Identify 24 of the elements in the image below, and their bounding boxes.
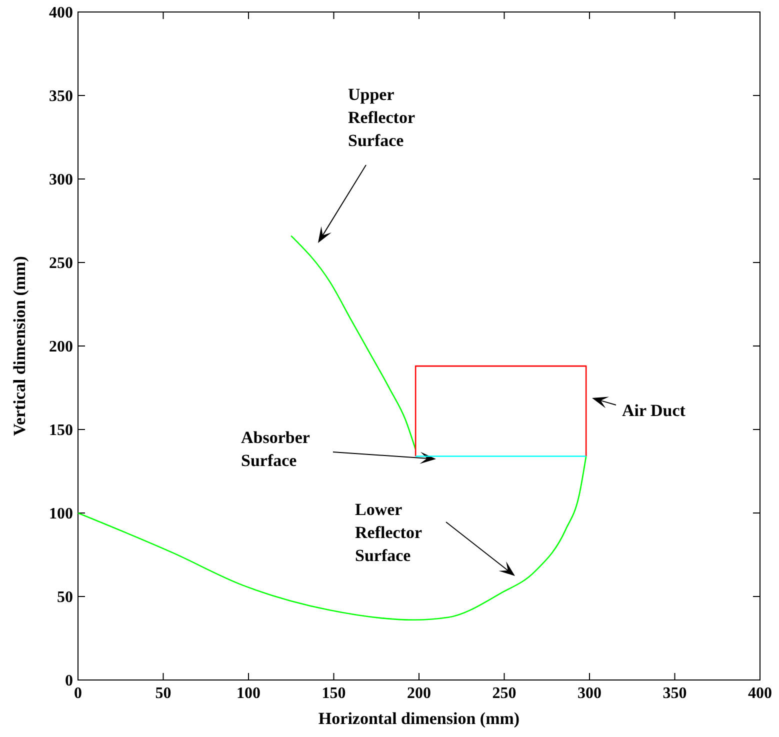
y-tick-label: 250 bbox=[49, 255, 73, 272]
x-tick-label: 400 bbox=[748, 685, 772, 702]
x-tick-label: 200 bbox=[407, 685, 431, 702]
y-tick-label: 50 bbox=[57, 589, 73, 606]
y-tick-label: 200 bbox=[49, 338, 73, 356]
y-tick-label: 300 bbox=[49, 172, 73, 189]
annotation: Air Duct bbox=[622, 401, 686, 420]
y-tick-label: 0 bbox=[65, 672, 73, 690]
annotation: Lower Reflector Surface bbox=[355, 500, 422, 565]
x-tick-label: 250 bbox=[492, 685, 516, 702]
annotation: Upper Reflector Surface bbox=[348, 85, 416, 150]
y-tick-label: 150 bbox=[49, 422, 73, 440]
y-tick-label: 400 bbox=[49, 4, 73, 22]
x-tick-label: 100 bbox=[236, 685, 260, 702]
annotation: Absorber Surface bbox=[241, 428, 310, 470]
y-tick-label: 350 bbox=[49, 88, 73, 106]
y-tick-label: 100 bbox=[49, 506, 73, 523]
x-tick-label: 300 bbox=[578, 685, 602, 702]
line-series bbox=[77, 456, 587, 621]
x-tick-label: 50 bbox=[155, 685, 172, 702]
x-tick-label: 150 bbox=[322, 685, 346, 702]
y-axis-title: Vertical dimension (mm) bbox=[10, 256, 29, 436]
x-axis-title: Horizontal dimension (mm) bbox=[318, 709, 520, 728]
x-tick-label: 350 bbox=[662, 685, 687, 702]
